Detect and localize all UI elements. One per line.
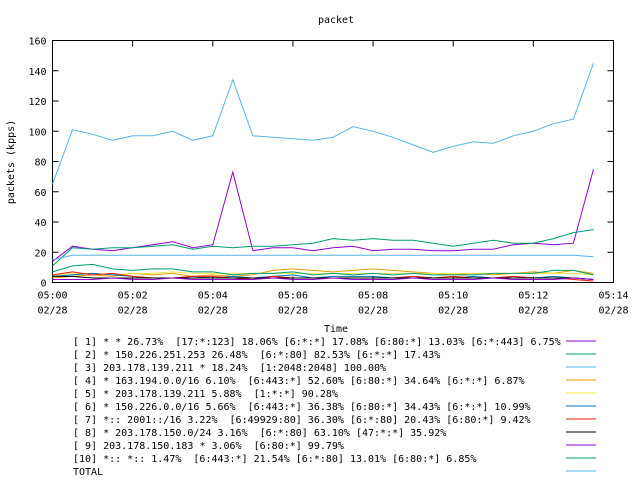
y-tick-label: 120 [28,97,46,108]
legend-entry: TOTAL [73,467,596,478]
x-tick-date-label: 02/28 [598,306,628,317]
legend-entry: [ 6] * 150.226.0.0/16 5.66% [6:443:*] 36… [73,402,596,413]
y-tick-label: 40 [34,218,46,229]
legend-label: [ 5] * 203.178.139.211 5.88% [1:*:*] 90.… [73,389,338,400]
legend-entry: [ 7] *:: 2001::/16 3.22% [6:49929:80] 36… [73,415,596,426]
legend-label: [ 7] *:: 2001::/16 3.22% [6:49929:80] 36… [73,415,531,426]
x-tick-time-label: 05:06 [278,291,308,302]
x-tick-time-label: 05:12 [518,291,548,302]
legend-label: TOTAL [73,467,103,478]
x-tick-time-label: 05:08 [358,291,388,302]
x-tick-date-label: 02/28 [198,306,228,317]
x-tick-time-label: 05:00 [37,291,67,302]
legend-label: [ 6] * 150.226.0.0/16 5.66% [6:443:*] 36… [73,402,531,413]
legend-entry: [ 4] * 163.194.0.0/16 6.10% [6:443:*] 52… [73,376,596,387]
y-tick-label: 20 [34,248,46,259]
x-tick-date-label: 02/28 [37,306,67,317]
legend-label: [ 9] 203.178.150.183 * 3.06% [6:80:*] 99… [73,441,344,452]
series-line-8 [52,275,594,280]
legend-entry: [10] *:: *:: 1.47% [6:443:*] 21.54% [6:*… [73,454,596,465]
legend-entry: [ 9] 203.178.150.183 * 3.06% [6:80:*] 99… [73,441,596,452]
x-tick-date-label: 02/28 [278,306,308,317]
x-tick-date-label: 02/28 [118,306,148,317]
legend-label: [ 3] 203.178.139.211 * 18.24% [1:2048:20… [73,363,386,374]
x-tick-time-label: 05:10 [438,291,468,302]
x-tick-date-label: 02/28 [438,306,468,317]
legend-entry: [ 1] * * 26.73% [17:*:123] 18.06% [6:*:*… [73,337,596,348]
y-axis-label: packets (kpps) [6,120,17,204]
legend-label: [ 4] * 163.194.0.0/16 6.10% [6:443:*] 52… [73,376,525,387]
y-tick-label: 160 [28,37,46,48]
x-tick-date-label: 02/28 [518,306,548,317]
legend-entry: [ 3] 203.178.139.211 * 18.24% [1:2048:20… [73,363,596,374]
legend-entry: [ 8] * 203.178.150.0/24 3.16% [6:*:80] 6… [73,428,596,439]
x-tick-time-label: 05:04 [198,291,228,302]
y-tick-label: 0 [40,279,46,290]
y-tick-label: 140 [28,67,46,78]
legend-label: [ 8] * 203.178.150.0/24 3.16% [6:*:80] 6… [73,428,446,439]
series-line-4 [52,268,594,279]
x-tick-date-label: 02/28 [358,306,388,317]
legend-label: [ 1] * * 26.73% [17:*:123] 18.06% [6:*:*… [73,337,561,348]
legend-label: [10] *:: *:: 1.47% [6:443:*] 21.54% [6:*… [73,454,476,465]
x-tick-time-label: 05:14 [598,291,628,302]
series-line-2 [52,229,594,267]
x-tick-time-label: 05:02 [118,291,148,302]
series-line-1 [52,168,594,262]
plot-frame [52,40,614,283]
y-tick-label: 100 [28,127,46,138]
y-tick-label: 60 [34,188,46,199]
series-line-9 [52,277,594,280]
series-line-10 [52,263,594,276]
legend-entry: [ 5] * 203.178.139.211 5.88% [1:*:*] 90.… [73,389,596,400]
chart-title: packet [318,15,354,26]
y-tick-label: 80 [34,158,46,169]
series-line-3 [52,63,594,185]
legend-entry: [ 2] * 150.226.251.253 26.48% [6:*:80] 8… [73,350,596,361]
x-axis-label: Time [324,324,348,335]
series-line-11 [52,254,594,261]
legend-label: [ 2] * 150.226.251.253 26.48% [6:*:80] 8… [73,350,440,361]
